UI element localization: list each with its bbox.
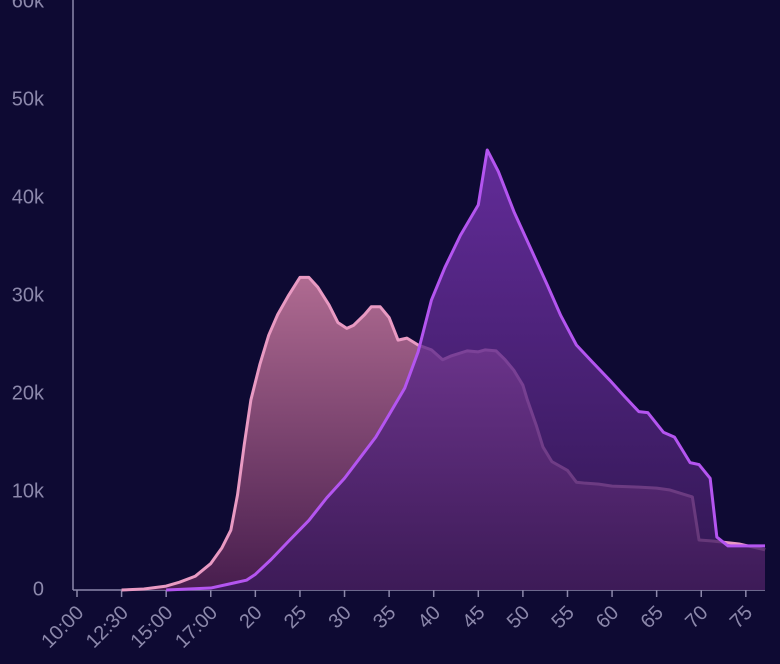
x-tick-label: 17:00 [171, 602, 222, 653]
x-tick-label: 65 [637, 602, 668, 633]
y-tick-label: 20k [12, 382, 45, 404]
x-tick-label: 20 [235, 602, 266, 633]
x-tick-label: 12:30 [82, 602, 133, 653]
x-tick-label: 55 [547, 602, 578, 633]
y-tick-label: 10k [12, 480, 45, 502]
x-tick-label: 25 [280, 602, 311, 633]
y-tick-label: 0 [33, 578, 44, 600]
x-tick-label: 40 [414, 602, 445, 633]
x-tick-label: 60 [592, 602, 623, 633]
x-tick-label: 50 [503, 602, 534, 633]
x-tick-label: 75 [726, 602, 757, 633]
x-tick-label: 30 [325, 602, 356, 633]
y-tick-label: 50k [12, 88, 45, 110]
area-fill [166, 149, 765, 591]
area-line [166, 148, 765, 592]
x-tick-label: 10:00 [37, 602, 88, 653]
x-tick-label: 15:00 [126, 602, 177, 653]
x-tick-label: 35 [369, 602, 400, 633]
y-tick-label: 30k [12, 284, 45, 306]
x-tick-label: 70 [681, 602, 712, 633]
x-tick-label: 45 [458, 602, 489, 633]
y-tick-label: 60k [12, 0, 45, 12]
y-tick-label: 40k [12, 186, 45, 208]
